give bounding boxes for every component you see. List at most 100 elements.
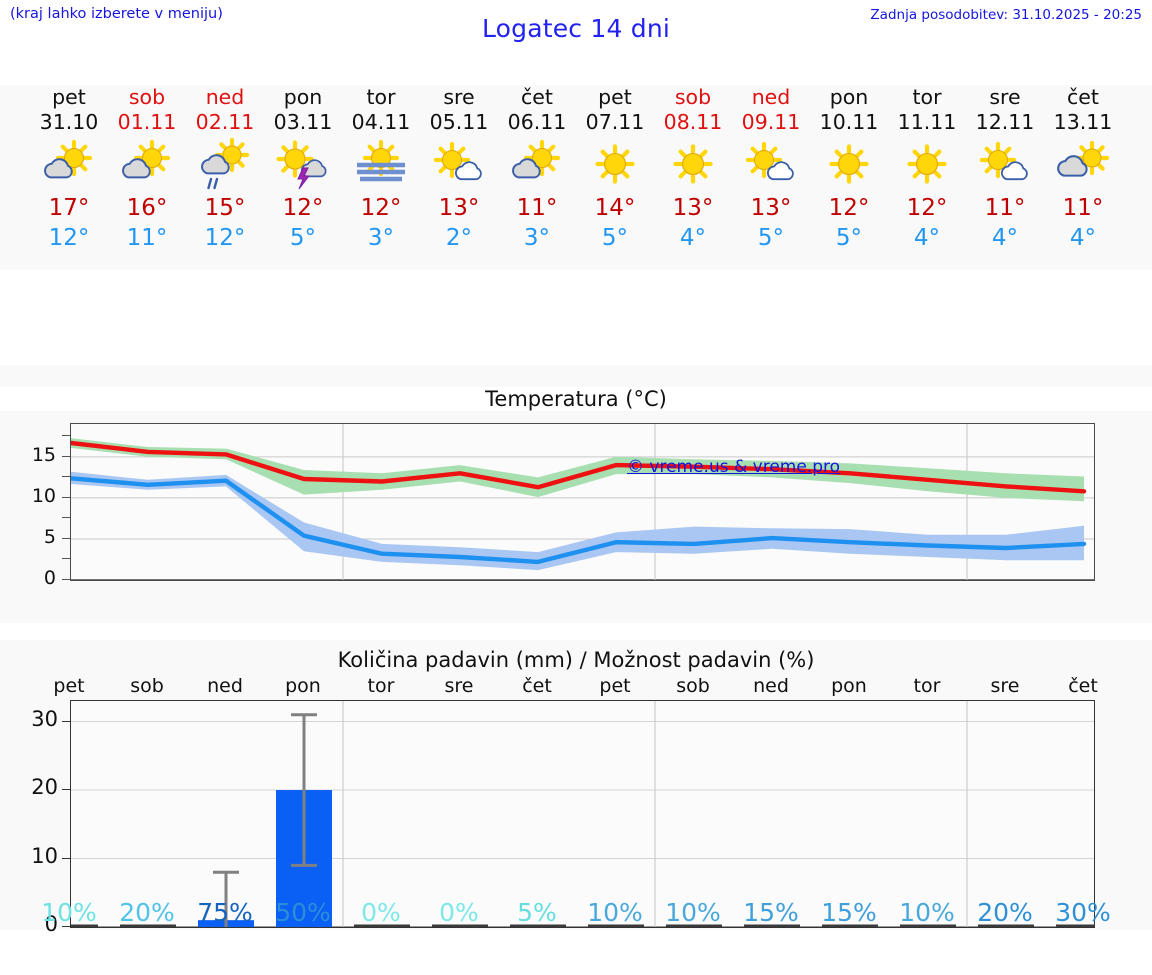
- temp-min-label: 3°: [367, 225, 395, 251]
- precipitation-probability-label: 0%: [439, 898, 479, 927]
- temp-y-axis-tick: [62, 537, 70, 539]
- day-column: sob 01.11 16° 11°: [108, 85, 186, 253]
- sun-icon: [818, 138, 880, 192]
- day-date-label: 03.11: [273, 110, 333, 134]
- precip-y-axis-tick: [62, 926, 70, 927]
- copyright-link[interactable]: © vreme.us & vreme.pro: [627, 456, 841, 477]
- sun-icon: [896, 138, 958, 192]
- temperature-line: [71, 476, 1087, 565]
- temp-y-axis-label: 15: [31, 443, 56, 466]
- precipitation-probability-label: 10%: [899, 898, 955, 927]
- precipitation-bar: [354, 924, 410, 927]
- weather-icon-wrap: [30, 137, 108, 193]
- day-of-week-label: tor: [912, 85, 942, 109]
- temp-max-label: 13°: [672, 195, 714, 221]
- precipitation-bar: [120, 924, 176, 927]
- day-column: ned 09.11 13° 5°: [732, 85, 810, 253]
- temp-max-label: 12°: [282, 195, 324, 221]
- temp-max-label: 15°: [204, 195, 246, 221]
- weather-icon-wrap: [732, 137, 810, 193]
- precip-day-label: ned: [207, 675, 243, 697]
- sun-whitecloud-icon: [740, 138, 802, 192]
- day-column: sre 05.11 13° 2°: [420, 85, 498, 253]
- day-column: čet 06.11 11° 3°: [498, 85, 576, 253]
- last-update-label: Zadnja posodobitev: 31.10.2025 - 20:25: [870, 7, 1142, 23]
- temp-max-label: 11°: [984, 195, 1026, 221]
- precipitation-bar: [978, 924, 1034, 927]
- day-of-week-label: sre: [443, 85, 475, 109]
- temp-min-label: 5°: [289, 225, 317, 251]
- precipitation-section: Količina padavin (mm) / Možnost padavin …: [0, 640, 1152, 936]
- precip-day-label: pon: [831, 675, 867, 697]
- precip-y-axis-label: 30: [31, 706, 58, 731]
- precipitation-probability-label: 10%: [587, 898, 643, 927]
- precip-day-label: pet: [599, 675, 631, 697]
- day-of-week-label: sob: [674, 85, 712, 109]
- precip-day-label: pon: [285, 675, 321, 697]
- weather-icon-wrap: [576, 137, 654, 193]
- temp-y-axis-tick: [62, 517, 70, 519]
- weather-icon-wrap: [1044, 137, 1122, 193]
- temp-max-label: 17°: [48, 195, 90, 221]
- day-of-week-label: pet: [52, 85, 86, 109]
- day-column: tor 04.11 12° 3°: [342, 85, 420, 253]
- menu-hint-label: (kraj lahko izberete v meniju): [10, 6, 223, 22]
- precipitation-bar: [822, 924, 878, 927]
- temp-max-label: 16°: [126, 195, 168, 221]
- temperature-plot-area: [70, 423, 1095, 581]
- precip-day-label: ned: [753, 675, 789, 697]
- sun-whitecloud-icon: [974, 138, 1036, 192]
- sun-cloud-icon: [38, 138, 100, 192]
- weather-icon-wrap: [186, 137, 264, 193]
- precipitation-bar: [666, 924, 722, 927]
- day-of-week-label: sre: [989, 85, 1021, 109]
- day-of-week-label: pon: [283, 85, 323, 109]
- weather-icon-wrap: [108, 137, 186, 193]
- day-date-label: 07.11: [585, 110, 645, 134]
- day-of-week-label: sob: [128, 85, 166, 109]
- temp-min-label: 2°: [445, 225, 473, 251]
- temp-min-label: 12°: [48, 225, 90, 251]
- precipitation-probability-label: 15%: [743, 898, 799, 927]
- weather-icon-wrap: [498, 137, 576, 193]
- precip-day-label: čet: [1068, 675, 1098, 697]
- top-bar: (kraj lahko izberete v meniju) Logatec 1…: [0, 0, 1152, 60]
- temp-y-axis-tick: [62, 558, 70, 560]
- page-title: Logatec 14 dni: [481, 14, 671, 43]
- day-date-label: 01.11: [117, 110, 177, 134]
- temp-min-label: 4°: [991, 225, 1019, 251]
- precipitation-bar: [510, 924, 566, 927]
- temperature-section: Temperatura (°C) © vreme.us & vreme.pro …: [0, 365, 1152, 623]
- precipitation-probability-label: 20%: [977, 898, 1033, 927]
- temp-max-label: 11°: [516, 195, 558, 221]
- precipitation-probability-label: 5%: [517, 898, 557, 927]
- precipitation-probability-label: 75%: [197, 898, 253, 927]
- temp-max-label: 11°: [1062, 195, 1104, 221]
- precipitation-probability-label: 0%: [361, 898, 401, 927]
- temp-min-label: 4°: [1069, 225, 1097, 251]
- precipitation-probability-label: 20%: [119, 898, 175, 927]
- precipitation-probability-label: 50%: [275, 898, 331, 927]
- temperature-chart-title: Temperatura (°C): [0, 387, 1152, 411]
- precip-y-axis-label: 20: [31, 775, 58, 800]
- day-date-label: 09.11: [741, 110, 801, 134]
- temp-y-axis-tick: [62, 455, 70, 457]
- sun-cloud-icon: [506, 138, 568, 192]
- precipitation-bar: [744, 924, 800, 927]
- precip-y-axis-label: 10: [31, 843, 58, 868]
- temp-min-label: 4°: [679, 225, 707, 251]
- temp-max-label: 13°: [750, 195, 792, 221]
- temp-max-label: 13°: [438, 195, 480, 221]
- day-date-label: 10.11: [819, 110, 879, 134]
- day-date-label: 12.11: [975, 110, 1035, 134]
- precipitation-probability-row: 10% 20% 75% 50% 0% 0% 5% 10% 10% 15% 15% 10% 20% 30%: [0, 898, 1152, 938]
- day-of-week-label: čet: [1067, 85, 1099, 109]
- precipitation-bar: [900, 924, 956, 927]
- weather-icon-wrap: [888, 137, 966, 193]
- day-column: ned 02.11 15° 12°: [186, 85, 264, 253]
- sun-cloud-thunder-icon: [272, 138, 334, 192]
- day-column: sob 08.11 13° 4°: [654, 85, 732, 253]
- temperature-line: [71, 440, 1087, 494]
- sun-icon: [662, 138, 724, 192]
- temp-min-label: 3°: [523, 225, 551, 251]
